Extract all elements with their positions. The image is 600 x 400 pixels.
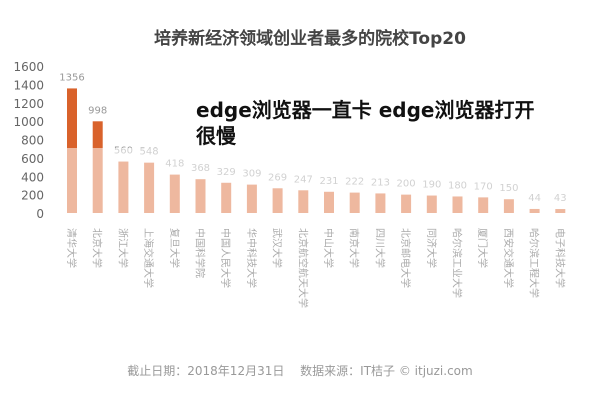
y-tick-label: 1200 [13, 97, 44, 111]
data-label: 998 [88, 105, 107, 116]
x-tick-label: 南京大学 [348, 228, 361, 268]
fade-band [50, 148, 595, 218]
y-tick-label: 1600 [13, 60, 44, 74]
chart-title: 培养新经济领域创业者最多的院校Top20 [154, 28, 466, 49]
x-tick-label: 华中科技大学 [245, 228, 258, 288]
x-tick-label: 北京邮电大学 [399, 228, 412, 288]
x-tick-label: 哈尔滨工业大学 [451, 228, 464, 298]
y-tick-label: 800 [21, 134, 44, 148]
x-tick-label: 电子科技大学 [553, 228, 566, 288]
x-tick-label: 武汉大学 [271, 228, 284, 268]
y-tick-label: 600 [21, 152, 44, 166]
y-tick-label: 1400 [13, 78, 44, 92]
x-tick-label: 同济大学 [425, 228, 438, 268]
chart-footer: 截止日期：2018年12月31日 数据来源：IT桔子 © itjuzi.com [127, 363, 472, 378]
x-tick-label: 北京航空航天大学 [296, 228, 309, 308]
x-tick-label: 四川大学 [373, 228, 386, 268]
x-tick-label: 浙江大学 [116, 228, 129, 268]
x-tick-label: 哈尔滨工程大学 [528, 228, 541, 298]
data-label: 1356 [59, 72, 84, 83]
x-tick-label: 中国人民大学 [219, 228, 232, 288]
x-tick-label: 厦门大学 [476, 228, 489, 268]
overlay-headline-line2: 很慢 [196, 124, 236, 148]
y-tick-label: 400 [21, 170, 44, 184]
x-tick-label: 北京大学 [91, 228, 104, 268]
y-tick-label: 0 [36, 207, 44, 221]
x-tick-label: 清华大学 [65, 228, 78, 268]
x-tick-label: 中山大学 [322, 228, 335, 268]
x-tick-label: 中国科学院 [194, 228, 207, 278]
y-tick-label: 200 [21, 189, 44, 203]
x-tick-label: 复旦大学 [168, 228, 181, 268]
overlay-headline-line1: edge浏览器一直卡 edge浏览器打开 [196, 98, 535, 122]
x-tick-label: 西安交通大学 [502, 228, 515, 288]
y-tick-label: 1000 [13, 115, 44, 129]
x-tick-label: 上海交通大学 [142, 228, 155, 288]
